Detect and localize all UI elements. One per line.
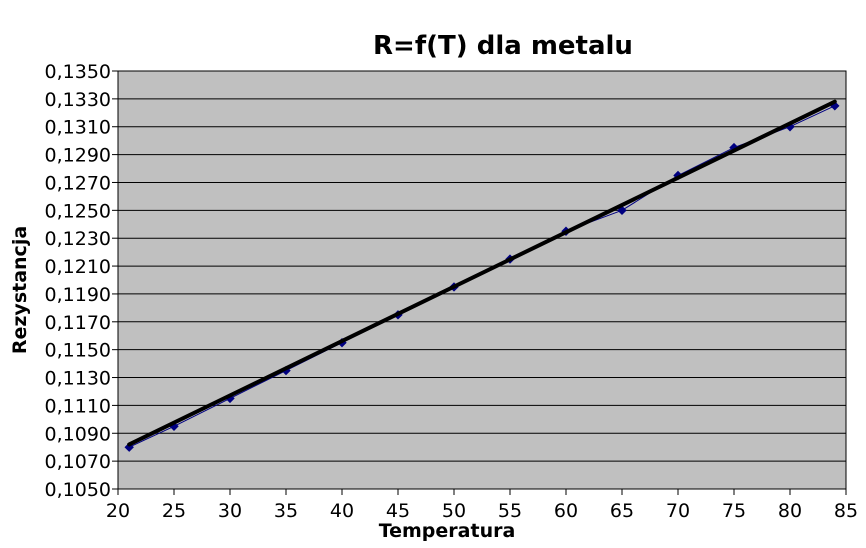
x-tick-label: 65 — [610, 500, 634, 522]
y-tick-label: 0,1150 — [45, 340, 111, 362]
y-tick-label: 0,1110 — [45, 395, 111, 417]
x-tick-label: 50 — [442, 500, 466, 522]
y-tick-label: 0,1050 — [45, 479, 111, 501]
grid — [112, 70, 847, 495]
y-tick-label: 0,1210 — [45, 256, 111, 278]
x-tick-label: 25 — [162, 500, 186, 522]
y-tick-label: 0,1130 — [45, 368, 111, 390]
x-tick-label: 75 — [722, 500, 746, 522]
x-tick-label: 70 — [666, 500, 690, 522]
x-axis-label: Temperatura — [379, 520, 516, 542]
x-tick-label: 85 — [834, 500, 858, 522]
x-tick-label: 45 — [386, 500, 410, 522]
y-tick-label: 0,1350 — [45, 61, 111, 83]
y-axis-label: Rezystancja — [9, 226, 31, 354]
y-tick-label: 0,1250 — [45, 200, 111, 222]
chart-title: R=f(T) dla metalu — [373, 31, 633, 61]
x-tick-label: 35 — [274, 500, 298, 522]
x-tick-label: 80 — [778, 500, 802, 522]
y-tick-label: 0,1290 — [45, 145, 111, 167]
x-tick-label: 30 — [218, 500, 242, 522]
plot-area — [117, 70, 847, 490]
y-tick-label: 0,1170 — [45, 312, 111, 334]
y-tick-label: 0,1090 — [45, 423, 111, 445]
axes — [117, 71, 846, 490]
data-point — [617, 205, 627, 216]
y-tick-label: 0,1230 — [45, 228, 111, 250]
y-tick-label: 0,1070 — [45, 451, 111, 473]
y-tick-label: 0,1270 — [45, 172, 111, 194]
x-tick-labels: 20 25 30 35 40 45 50 55 60 65 70 75 80 85 — [106, 500, 858, 522]
trendline — [127, 99, 837, 447]
y-tick-label: 0,1190 — [45, 284, 111, 306]
x-tick-label: 40 — [330, 500, 354, 522]
x-tick-label: 20 — [106, 500, 130, 522]
trendline-group — [127, 99, 837, 447]
y-tick-labels: 0,1050 0,1070 0,1090 0,1110 0,1130 0,1150 0,11… — [45, 61, 111, 501]
y-tick-label: 0,1310 — [45, 117, 111, 139]
x-tick-label: 60 — [554, 500, 578, 522]
y-tick-label: 0,1330 — [45, 89, 111, 111]
x-tick-label: 55 — [498, 500, 522, 522]
